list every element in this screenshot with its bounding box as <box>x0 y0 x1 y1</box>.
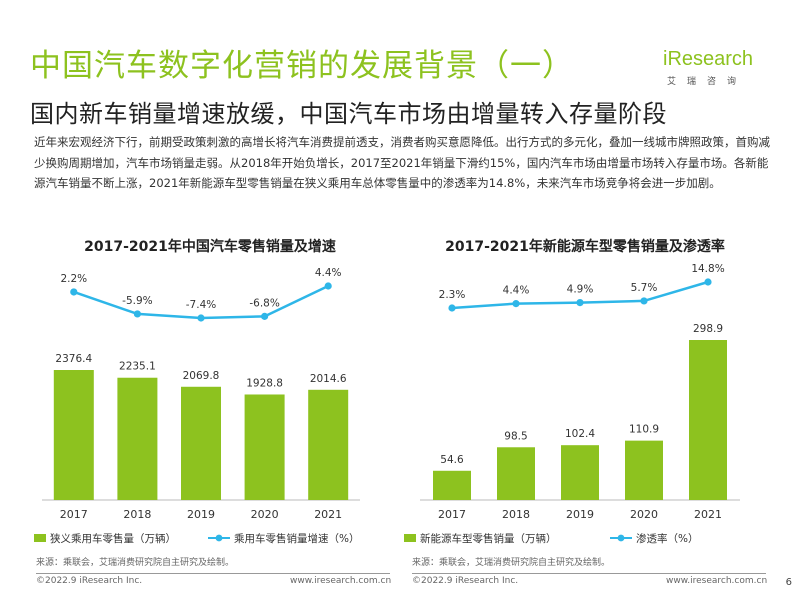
bar-2020 <box>625 440 663 500</box>
copyright-right: ©2022.9 iResearch Inc. <box>412 576 519 586</box>
chart-2-title: 2017-2021年新能源车型零售销量及渗透率 <box>445 239 725 255</box>
line-label-2020: 5.7% <box>631 282 658 294</box>
line-point-2019 <box>197 314 205 322</box>
legend-line-label: 渗透率（%） <box>636 532 698 545</box>
x-tick-2019: 2019 <box>187 508 215 521</box>
iresearch-logo: iResearch 艾瑞咨询 <box>663 48 763 88</box>
chart-2: 54.6 2017 98.5 2018 102.4 2019 110.9 2020 298.9 2… <box>404 263 740 545</box>
bar-2018 <box>497 447 535 500</box>
line-point-2019 <box>576 298 584 307</box>
x-tick-2019: 2019 <box>566 508 594 521</box>
line-label-2018: 4.4% <box>503 285 530 297</box>
intro-paragraph: 近年来宏观经济下行，前期受政策刺激的高增长将汽车消费提前透支，消费者购买意愿降低… <box>34 135 770 190</box>
bar-2020 <box>244 394 285 500</box>
x-tick-2018: 2018 <box>502 508 530 521</box>
line-point-2021 <box>704 278 712 286</box>
line-label-2021: 14.8% <box>691 263 724 275</box>
legend-line-marker <box>215 534 223 542</box>
website-left: www.iresearch.com.cn <box>290 576 392 586</box>
bar-2018 <box>117 377 158 500</box>
x-tick-2021: 2021 <box>694 508 722 521</box>
line-point-2018 <box>512 300 520 308</box>
x-tick-2020: 2020 <box>251 508 279 521</box>
x-tick-2021: 2021 <box>314 508 342 521</box>
line-label-2019: -7.4% <box>186 299 216 311</box>
line-point-2018 <box>133 310 141 318</box>
bar-2019 <box>181 386 221 500</box>
bar-label-2021: 2014.6 <box>310 373 347 385</box>
bar-label-2018: 2235.1 <box>119 361 156 373</box>
legend-bar-swatch <box>404 534 416 542</box>
website-right: www.iresearch.com.cn <box>666 576 768 586</box>
line-point-2017 <box>448 304 456 312</box>
bar-label-2019: 102.4 <box>565 428 595 440</box>
legend-line-marker <box>617 534 625 542</box>
copyright-left: ©2022.9 iResearch Inc. <box>36 576 143 586</box>
bar-label-2021: 298.9 <box>693 323 723 335</box>
bar-2017 <box>433 470 471 500</box>
bar-label-2017: 2376.4 <box>55 353 92 365</box>
page-title: 中国汽车数字化营销的发展背景（一） <box>30 48 574 84</box>
bar-label-2017: 54.6 <box>440 454 464 466</box>
logo-text: iResearch <box>663 48 754 70</box>
bar-2021 <box>689 340 727 500</box>
line-label-2017: 2.2% <box>60 273 87 285</box>
line-label-2021: 4.4% <box>315 267 342 279</box>
line-point-2020 <box>640 297 648 305</box>
line-point-2017 <box>70 288 78 296</box>
line-label-2018: -5.9% <box>122 295 152 307</box>
x-tick-2017: 2017 <box>60 508 88 521</box>
bar-2021 <box>308 389 349 500</box>
legend-bar-swatch <box>34 534 46 542</box>
bar-label-2020: 1928.8 <box>246 377 283 389</box>
legend-bar-label: 狭义乘用车零售量（万辆） <box>50 532 176 545</box>
bar-label-2018: 98.5 <box>504 430 527 442</box>
page-number: 6 <box>785 577 792 588</box>
footer-divider-right <box>412 573 766 574</box>
page-subtitle: 国内新车销量增速放缓，中国汽车市场由增量转入存量阶段 <box>30 100 667 128</box>
line-point-2020 <box>261 312 269 320</box>
footer-divider-left <box>36 573 390 574</box>
x-tick-2017: 2017 <box>438 508 466 521</box>
line-point-2021 <box>324 282 332 290</box>
line-label-2020: -6.8% <box>249 297 279 309</box>
bar-label-2020: 110.9 <box>629 424 659 436</box>
chart-1-title: 2017-2021年中国汽车零售销量及增速 <box>84 239 336 255</box>
chart-1: 2376.4 2017 2235.1 2018 2069.8 2019 1928.8 2020… <box>34 267 360 545</box>
bar-2017 <box>53 370 94 500</box>
bar-2019 <box>561 445 599 500</box>
bar-label-2019: 2069.8 <box>183 370 220 382</box>
line-label-2017: 2.3% <box>439 289 466 301</box>
legend-line-label: 乘用车零售销量增速（%） <box>234 532 359 545</box>
source-note-right: 来源：乘联会，艾瑞消费研究院自主研究及绘制。 <box>412 558 611 568</box>
logo-subtext: 艾瑞咨询 <box>667 77 748 87</box>
source-note-left: 来源：乘联会，艾瑞消费研究院自主研究及绘制。 <box>36 558 235 568</box>
x-tick-2020: 2020 <box>630 508 658 521</box>
legend-bar-label: 新能源车型零售销量（万辆） <box>420 532 557 545</box>
line-label-2019: 4.9% <box>567 284 594 296</box>
x-tick-2018: 2018 <box>123 508 151 521</box>
